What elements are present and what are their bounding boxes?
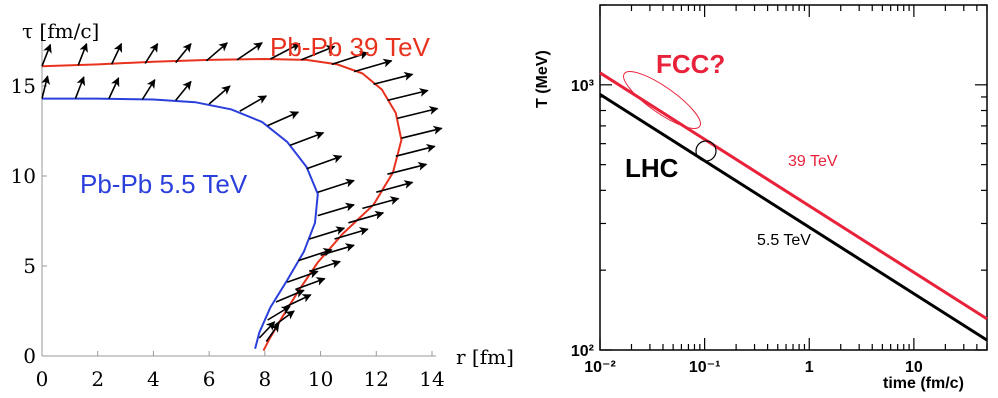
left-x-tick-label: 8 <box>258 367 271 391</box>
velocity-arrow <box>376 180 414 193</box>
velocity-arrow <box>295 277 326 291</box>
velocity-arrow <box>317 178 355 193</box>
velocity-arrow <box>175 80 192 101</box>
velocity-arrow <box>175 43 192 64</box>
series-label-55tev: 5.5 TeV <box>757 232 811 249</box>
right-x-tick-label: 1 <box>805 359 814 376</box>
velocity-arrow <box>205 42 228 62</box>
left-y-axis-label: τ [fm/c] <box>22 19 99 43</box>
left-plot-frame <box>41 40 436 357</box>
left-x-tick-label: 6 <box>203 367 216 391</box>
velocity-arrow <box>317 202 355 217</box>
velocity-arrow <box>239 95 268 112</box>
left-x-tick-label: 14 <box>419 367 444 391</box>
left-y-tick-label: 0 <box>23 344 36 368</box>
velocity-arrow <box>309 226 346 240</box>
left-ticks: 0 2 4 6 8 10 12 14 0 5 10 15 <box>11 74 445 391</box>
right-x-tick-label: 10⁻¹ <box>689 359 721 376</box>
left-x-tick-label: 2 <box>91 367 104 391</box>
velocity-arrow <box>387 161 428 175</box>
right-series <box>599 71 988 342</box>
left-series-1 <box>41 75 355 350</box>
velocity-arrow <box>300 45 336 61</box>
velocity-arrow <box>77 42 88 66</box>
velocity-arrow <box>265 322 280 343</box>
series-label-39tev: 39 TeV <box>788 153 838 170</box>
left-x-axis-label: r [fm] <box>456 345 514 369</box>
velocity-arrow <box>284 294 312 309</box>
velocity-arrow <box>258 321 276 339</box>
left-x-tick-label: 12 <box>364 367 389 391</box>
flow-curve <box>41 57 403 352</box>
velocity-arrow <box>309 259 341 273</box>
velocity-arrow <box>286 269 319 283</box>
velocity-arrow <box>108 77 120 99</box>
velocity-arrow <box>395 143 436 157</box>
velocity-arrow <box>289 131 325 147</box>
right-chart: 10⁻² 10⁻¹ 1 10 10³ 10² T (MeV) time (fm/c) FC… <box>534 4 988 392</box>
velocity-arrow <box>270 42 301 60</box>
legend-label-55tev: Pb-Pb 5.5 TeV <box>80 169 248 199</box>
velocity-arrow <box>334 227 369 240</box>
right-x-axis-label: time (fm/c) <box>883 375 964 392</box>
left-x-tick-label: 0 <box>36 367 49 391</box>
velocity-arrow <box>275 289 305 303</box>
left-y-tick-label: 15 <box>11 74 36 98</box>
velocity-arrow <box>348 210 385 224</box>
fcc-highlight-ellipse <box>623 71 701 129</box>
right-x-tick-label: 10⁻² <box>584 359 616 376</box>
velocity-arrow <box>110 42 123 65</box>
velocity-arrow <box>298 248 333 262</box>
left-x-tick-label: 4 <box>147 367 160 391</box>
right-ticks: 10⁻² 10⁻¹ 1 10 10³ 10² <box>571 4 988 376</box>
right-x-tick-label: 10 <box>905 359 923 376</box>
velocity-arrow <box>401 125 443 139</box>
cooling-line-1 <box>599 93 988 342</box>
velocity-arrow <box>267 111 300 127</box>
right-y-axis-label: T (MeV) <box>534 50 551 108</box>
flow-curve <box>42 97 319 350</box>
right-y-tick-label: 10³ <box>571 78 594 95</box>
velocity-arrow <box>353 58 393 73</box>
left-x-tick-label: 10 <box>308 367 333 391</box>
left-y-tick-label: 10 <box>11 164 36 188</box>
velocity-arrow <box>267 305 291 321</box>
velocity-arrow <box>387 88 429 102</box>
velocity-arrow <box>141 78 156 100</box>
cooling-line-0 <box>599 71 988 321</box>
lhc-marker-circle <box>695 140 717 162</box>
velocity-arrow <box>331 50 369 66</box>
right-y-tick-label: 10² <box>571 343 594 360</box>
velocity-arrow <box>41 43 52 67</box>
velocity-arrow <box>397 106 439 120</box>
velocity-arrow <box>74 76 86 99</box>
lhc-annotation: LHC <box>625 153 679 183</box>
left-series <box>41 42 443 352</box>
left-chart: 0 2 4 6 8 10 12 14 0 5 10 15 τ [fm/c] r [fm] Pb-Pb … <box>11 19 514 391</box>
legend-label-39tev: Pb-Pb 39 TeV <box>270 32 431 62</box>
velocity-arrow <box>144 42 159 64</box>
velocity-arrow <box>236 42 263 61</box>
velocity-arrow <box>320 243 355 256</box>
velocity-arrow <box>362 196 400 210</box>
velocity-arrow <box>208 85 231 105</box>
left-y-tick-label: 5 <box>23 254 36 278</box>
velocity-arrow <box>41 75 51 99</box>
fcc-annotation: FCC? <box>656 49 725 79</box>
velocity-arrow <box>306 154 343 170</box>
velocity-arrow <box>373 71 414 85</box>
